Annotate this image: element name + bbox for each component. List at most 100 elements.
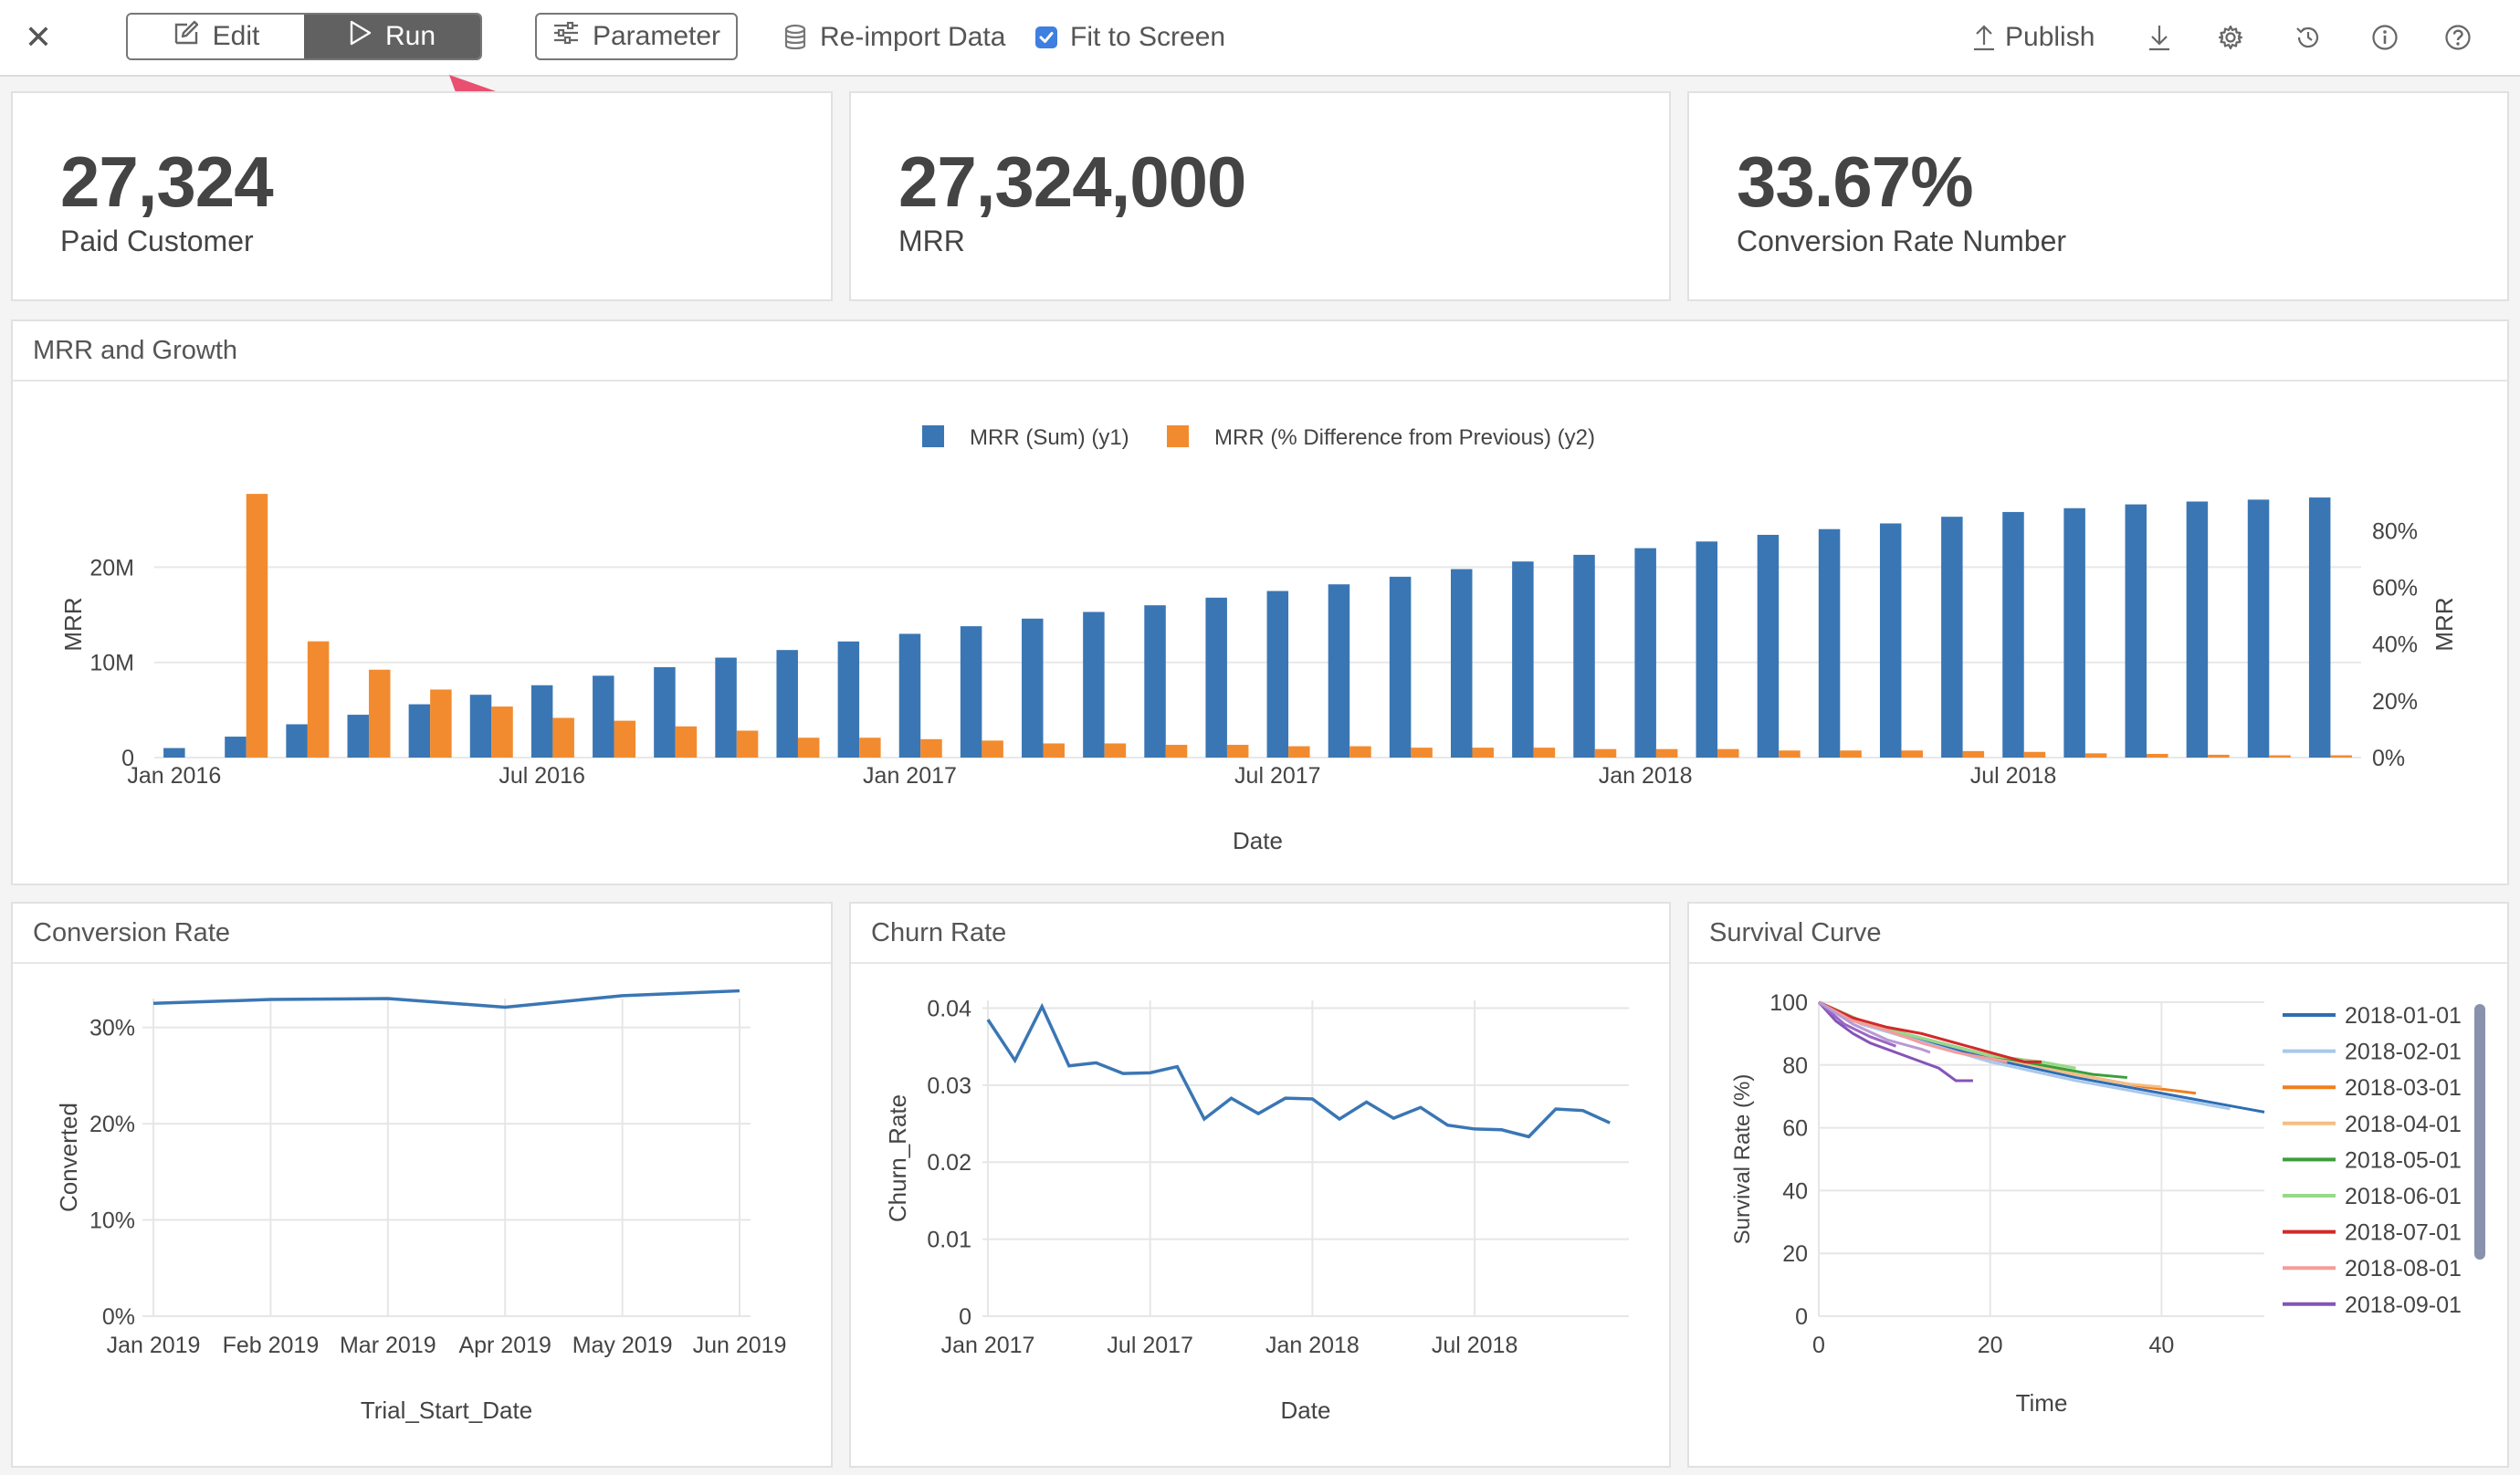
kpi-card-conversion-rate: 33.67% Conversion Rate Number	[1687, 91, 2509, 301]
info-button[interactable]	[2370, 0, 2399, 75]
bar-mrr	[898, 633, 921, 758]
download-button[interactable]	[2147, 0, 2171, 75]
legend-swatch	[922, 425, 944, 447]
run-button[interactable]: Run	[304, 15, 480, 58]
legend-scrollbar[interactable]	[2474, 1004, 2485, 1260]
card-divider	[851, 962, 1669, 964]
play-icon	[349, 19, 373, 54]
kpi-card-paid-customer: 27,324 Paid Customer	[11, 91, 833, 301]
churn-rate-card: Churn Rate 0 0.01 0.02 0.03 0.04 Jan 2017 Jul …	[849, 902, 1671, 1468]
y-tick-label: 80	[1782, 1053, 1808, 1079]
help-button[interactable]	[2443, 0, 2473, 75]
bar-mrr	[715, 657, 737, 758]
card-title: MRR and Growth	[33, 335, 238, 365]
churn-rate-chart: 0 0.01 0.02 0.03 0.04 Jan 2017 Jul 2017 Jan 201…	[884, 996, 1629, 1424]
series-line	[1818, 1000, 1931, 1054]
y-tick-label: 20%	[89, 1112, 135, 1137]
parameter-label: Parameter	[592, 21, 721, 51]
info-icon	[2370, 23, 2399, 52]
bar-pct-diff	[491, 706, 513, 758]
bar-mrr	[1512, 561, 1534, 758]
legend-label: 2018-09-01	[2345, 1292, 2462, 1318]
y-tick-label: 0	[959, 1304, 971, 1330]
y-axis-title: Converted	[55, 1103, 82, 1212]
x-axis-title: Trial_Start_Date	[361, 1397, 532, 1424]
x-axis-title: Date	[1233, 827, 1283, 854]
fit-to-screen-checkbox[interactable]: Fit to Screen	[1035, 0, 1225, 75]
bar-mrr	[1205, 597, 1227, 758]
bar-pct-diff	[2084, 753, 2107, 758]
bar-pct-diff	[1533, 748, 1556, 758]
survival-curve-chart: 0 20 40 60 80 100 0 20 40 Time Survival Rate (%) 20…	[1730, 990, 2462, 1417]
bar-mrr	[593, 675, 614, 758]
bar-pct-diff	[1288, 746, 1310, 758]
x-tick-label: Jan 2017	[863, 763, 957, 789]
conversion-rate-card: Conversion Rate 0% 10% 20% 30% Jan 2019 Feb 2…	[11, 902, 833, 1468]
legend-label: MRR (% Difference from Previous) (y2)	[1214, 425, 1595, 450]
legend-swatch	[1167, 425, 1189, 447]
y-tick-label: 0	[1795, 1304, 1808, 1330]
legend-label: 2018-06-01	[2345, 1184, 2462, 1209]
y-tick-label: 100	[1769, 990, 1808, 1016]
edit-button[interactable]: Edit	[128, 15, 304, 58]
legend-label: 2018-02-01	[2345, 1040, 2462, 1065]
bar-pct-diff	[1165, 745, 1188, 758]
y-axis-title: Churn_Rate	[884, 1094, 911, 1222]
x-tick-label: May 2019	[572, 1333, 673, 1358]
bar-pct-diff	[2269, 755, 2291, 758]
x-tick-label: Apr 2019	[458, 1333, 551, 1358]
x-tick-label: Jul 2018	[1970, 763, 2057, 789]
x-tick-label: Jan 2018	[1265, 1333, 1360, 1358]
x-tick-label: Jan 2017	[941, 1333, 1035, 1358]
edit-label: Edit	[212, 21, 260, 51]
bar-pct-diff	[614, 720, 636, 758]
bar-pct-diff	[2023, 751, 2046, 758]
help-icon	[2443, 23, 2473, 52]
bar-pct-diff	[2147, 753, 2168, 758]
bar-pct-diff	[920, 738, 942, 758]
y-axis-title: MRR	[59, 597, 87, 651]
fit-to-screen-label: Fit to Screen	[1070, 22, 1226, 52]
reimport-data-button[interactable]: Re-import Data	[783, 0, 1005, 75]
bar-mrr	[2186, 501, 2209, 758]
y2-tick-label: 0%	[2372, 746, 2405, 771]
parameter-button[interactable]: Parameter	[535, 13, 738, 60]
bar-mrr	[2063, 507, 2085, 758]
y-tick-label: 30%	[89, 1016, 135, 1041]
kpi-value: 33.67%	[1737, 141, 1974, 222]
bar-pct-diff	[1043, 743, 1066, 758]
x-tick-label: Jan 2016	[127, 763, 221, 789]
close-button[interactable]: ✕	[24, 0, 53, 75]
bar-pct-diff	[1594, 748, 1617, 758]
bar-mrr	[286, 724, 308, 758]
settings-button[interactable]	[2217, 0, 2244, 75]
legend-label: 2018-05-01	[2345, 1147, 2462, 1173]
bar-pct-diff	[307, 641, 330, 758]
y-tick-label: 0.04	[927, 996, 971, 1021]
history-icon	[2294, 23, 2323, 52]
bar-pct-diff	[1717, 748, 1739, 758]
publish-button[interactable]: Publish	[1972, 0, 2095, 75]
card-divider	[1689, 962, 2507, 964]
database-icon	[783, 24, 807, 51]
bar-pct-diff	[797, 738, 820, 758]
bar-pct-diff	[1472, 748, 1494, 758]
bar-mrr	[2002, 511, 2024, 758]
bar-mrr	[1266, 591, 1289, 758]
x-tick-label: Mar 2019	[340, 1333, 436, 1358]
series-line	[1818, 1000, 2197, 1095]
bar-mrr	[1634, 548, 1656, 758]
y-tick-label: 60	[1782, 1116, 1808, 1142]
bar-pct-diff	[1779, 750, 1801, 758]
history-button[interactable]	[2294, 0, 2323, 75]
bar-mrr	[163, 748, 185, 758]
kpi-label: MRR	[898, 225, 965, 257]
kpi-label: Conversion Rate Number	[1737, 225, 2067, 257]
card-title: Churn Rate	[871, 917, 1007, 947]
legend-label: 2018-04-01	[2345, 1112, 2462, 1137]
x-tick-label: Jul 2017	[1107, 1333, 1193, 1358]
x-tick-label: Jul 2017	[1234, 763, 1321, 789]
x-axis-title: Time	[2016, 1389, 2068, 1417]
bar-pct-diff	[675, 726, 698, 758]
bar-mrr	[1450, 569, 1473, 758]
